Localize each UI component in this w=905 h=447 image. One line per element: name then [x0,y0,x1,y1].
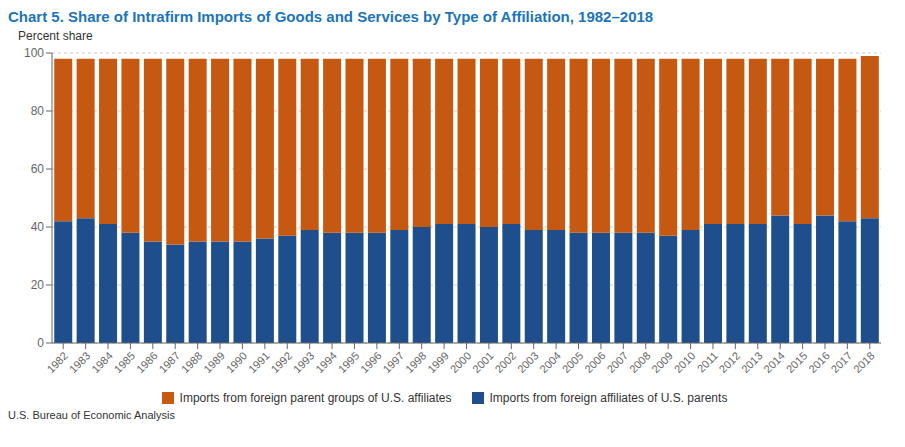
svg-text:2016: 2016 [806,349,832,375]
svg-text:1982: 1982 [44,349,70,375]
svg-text:2015: 2015 [784,349,810,375]
svg-text:1992: 1992 [268,349,294,375]
svg-text:2018: 2018 [851,349,877,375]
html-text:Percent share: Percent share [18,29,93,43]
html-text:U.S. Bureau of Economic Analys: U.S. Bureau of Economic Analysis [8,409,175,421]
svg-text:2011: 2011 [695,349,720,374]
svg-text:1989: 1989 [201,349,227,375]
svg-text:2010: 2010 [672,349,698,375]
svg-text:100: 100 [24,46,44,60]
svg-text:2001: 2001 [470,349,496,375]
html-text:Imports from foreign affiliate: Imports from foreign affiliates of U.S. … [489,391,728,405]
svg-text:1993: 1993 [291,349,317,375]
svg-text:0: 0 [37,336,44,350]
svg-text:1985: 1985 [112,349,138,375]
svg-text:1990: 1990 [224,349,250,375]
svg-text:40: 40 [31,220,45,234]
svg-text:20: 20 [31,278,45,292]
svg-text:60: 60 [31,162,45,176]
svg-text:1986: 1986 [134,349,160,375]
svg-text:2009: 2009 [649,349,675,375]
svg-text:1983: 1983 [67,349,93,375]
svg-text:2008: 2008 [627,349,653,375]
svg-text:2000: 2000 [448,349,474,375]
svg-text:2014: 2014 [761,349,787,375]
html-text:Imports from foreign parent gr: Imports from foreign parent groups of U.… [179,391,452,405]
svg-text:2003: 2003 [515,349,541,375]
svg-text:2007: 2007 [604,349,630,375]
svg-text:80: 80 [31,104,45,118]
svg-text:2004: 2004 [537,349,563,375]
svg-text:2012: 2012 [717,349,743,375]
svg-text:1991: 1991 [246,349,272,375]
svg-text:1996: 1996 [358,349,384,375]
svg-text:2005: 2005 [560,349,586,375]
svg-text:1998: 1998 [403,349,429,375]
html-text:Chart 5. Share of Intrafirm Im: Chart 5. Share of Intrafirm Imports of G… [8,8,654,25]
svg-text:2013: 2013 [739,349,765,375]
svg-text:1987: 1987 [156,349,182,375]
svg-text:2002: 2002 [492,349,518,375]
svg-text:1999: 1999 [425,349,451,375]
svg-text:1994: 1994 [313,349,339,375]
svg-text:1988: 1988 [179,349,205,375]
svg-text:1997: 1997 [380,349,406,375]
svg-text:2017: 2017 [829,349,855,375]
svg-text:2006: 2006 [582,349,608,375]
svg-text:1984: 1984 [89,349,115,375]
svg-text:1995: 1995 [336,349,362,375]
